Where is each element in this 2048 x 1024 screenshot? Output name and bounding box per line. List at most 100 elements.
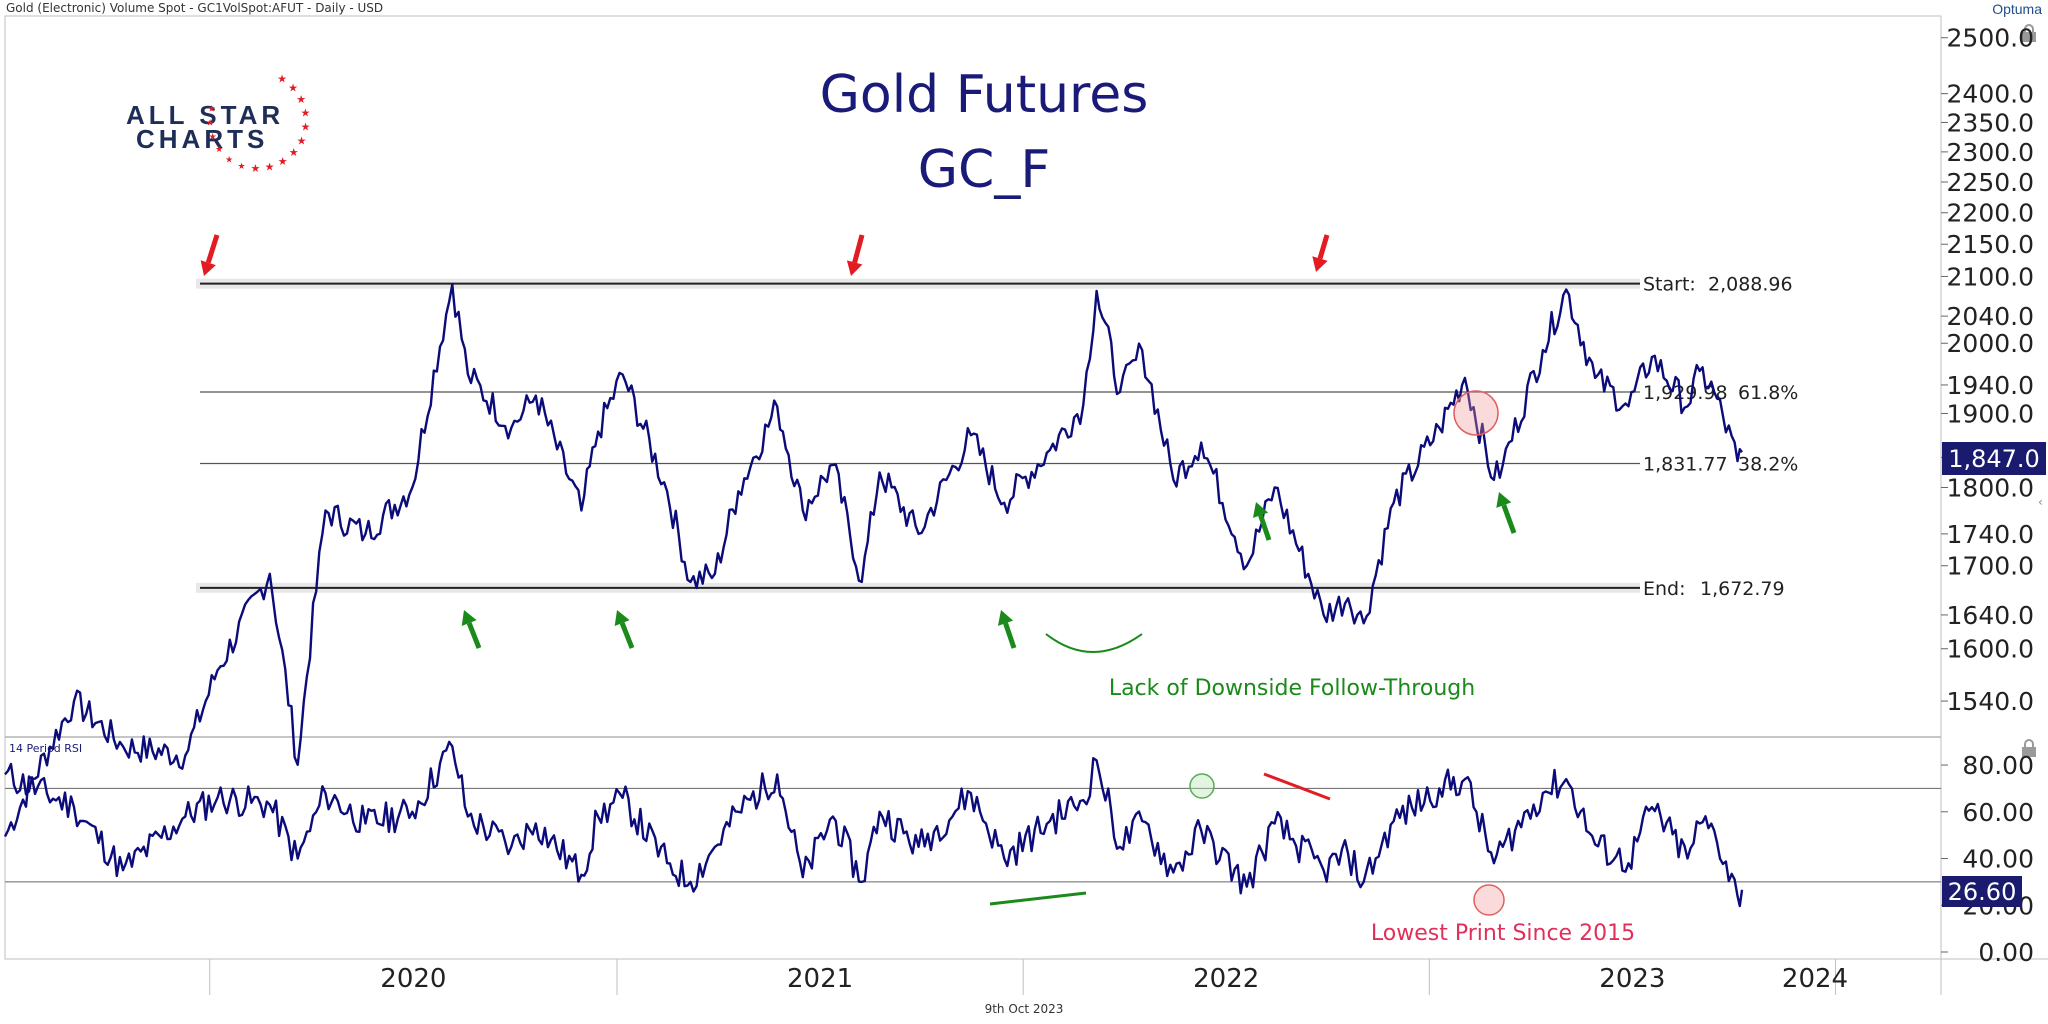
red-arrow-icon-head bbox=[846, 260, 863, 276]
red-arrow-icon bbox=[200, 234, 220, 276]
green-arrow-icon-head bbox=[461, 610, 477, 626]
logo-star-icon: ★ bbox=[206, 119, 214, 129]
price-tick-label: 2200.0 bbox=[1947, 199, 2034, 228]
rsi-series-line bbox=[4, 740, 1744, 908]
red-arrow-icon-head bbox=[200, 260, 216, 276]
logo-star-icon: ★ bbox=[288, 81, 298, 94]
price-tick-label: 2040.0 bbox=[1947, 302, 2034, 331]
green-arrow-icon bbox=[997, 610, 1017, 649]
price-lock-icon[interactable] bbox=[2022, 24, 2036, 42]
rsi-low-circle bbox=[1473, 884, 1505, 916]
fib-level-tag: Start: bbox=[1643, 274, 1696, 296]
red-arrow-icon-shaft bbox=[205, 234, 220, 264]
green-arrow-icon-head bbox=[997, 610, 1014, 626]
rsi-tick-label: 0.00 bbox=[1978, 938, 2034, 967]
chart-subtitle: GC_F bbox=[918, 140, 1051, 200]
green-arrow-icon-shaft bbox=[619, 622, 635, 649]
green-arrow-icon-shaft bbox=[1003, 622, 1017, 649]
rsi-last-value: 26.60 bbox=[1948, 878, 2017, 906]
year-label: 2020 bbox=[380, 964, 446, 994]
rsi-panel-label: 14 Period RSI bbox=[9, 742, 82, 755]
price-tick-label: 1740.0 bbox=[1947, 520, 2034, 549]
fib-level-value: 2,088.96 bbox=[1708, 274, 1793, 296]
green-arrow-icon bbox=[1496, 492, 1517, 534]
price-last-value: 1,847.0 bbox=[1948, 445, 2040, 473]
fib-level-value: 1,831.77 bbox=[1643, 454, 1728, 476]
chart-header-title: Gold (Electronic) Volume Spot - GC1VolSp… bbox=[6, 1, 384, 15]
year-label: 2021 bbox=[787, 964, 853, 994]
red-arrow-icon bbox=[846, 234, 865, 276]
price-tick-label: 2250.0 bbox=[1947, 168, 2034, 197]
logo-star-icon: ★ bbox=[225, 155, 233, 165]
price-tick-label: 1900.0 bbox=[1947, 399, 2034, 428]
logo-star-icon: ★ bbox=[209, 133, 217, 143]
rsi-annotation: Lowest Print Since 2015 bbox=[1371, 921, 1635, 946]
logo-line1: ALL STAR bbox=[126, 100, 284, 130]
price-tick-label: 2300.0 bbox=[1947, 138, 2034, 167]
green-arrow-icon-shaft bbox=[466, 622, 482, 649]
green-arrow-icon-shaft bbox=[1501, 504, 1517, 534]
year-label: 2024 bbox=[1782, 964, 1848, 994]
price-tick-label: 2150.0 bbox=[1947, 230, 2034, 259]
rsi-divergence-line bbox=[989, 891, 1087, 906]
green-arrow-icon bbox=[614, 610, 635, 649]
logo-star-icon: ★ bbox=[301, 121, 311, 134]
logo-star-icon: ★ bbox=[278, 155, 288, 168]
price-tick-label: 2400.0 bbox=[1947, 80, 2034, 109]
collapse-chevron-icon[interactable]: ‹ bbox=[2038, 495, 2043, 509]
price-tick-label: 1600.0 bbox=[1947, 635, 2034, 664]
price-tick-label: 1940.0 bbox=[1947, 371, 2034, 400]
green-arrow-icon bbox=[1252, 502, 1272, 541]
green-arrow-icon-head bbox=[1496, 492, 1512, 508]
price-tick-label: 2100.0 bbox=[1947, 262, 2034, 291]
price-tick-label: 2500.0 bbox=[1947, 24, 2034, 53]
year-label: 2022 bbox=[1193, 964, 1259, 994]
logo-star-icon: ★ bbox=[251, 162, 261, 175]
price-series-line bbox=[3, 283, 1743, 838]
chart-date-footer: 9th Oct 2023 bbox=[984, 1002, 1064, 1016]
rsi-bearish-line bbox=[1263, 772, 1331, 801]
all-star-charts-logo: ALL STAR CHARTS ★★★★★★★★★★★★★★★★ bbox=[126, 72, 311, 175]
red-arrow-icon-head bbox=[1312, 256, 1328, 272]
red-arrow-icon-shaft bbox=[1317, 234, 1330, 260]
logo-star-icon: ★ bbox=[297, 134, 307, 147]
logo-star-icon: ★ bbox=[277, 72, 287, 85]
optuma-brand: Optuma bbox=[1992, 1, 2042, 17]
red-arrow-icon bbox=[1312, 234, 1330, 272]
green-arrow-icon-shaft bbox=[1258, 514, 1272, 541]
logo-star-icon: ★ bbox=[289, 146, 299, 159]
logo-line2: CHARTS bbox=[136, 124, 268, 154]
green-arrow-icon-head bbox=[614, 610, 630, 626]
fib-level-value: 1,672.79 bbox=[1700, 578, 1785, 600]
logo-star-icon: ★ bbox=[215, 145, 223, 155]
breakdown-circle bbox=[1453, 390, 1499, 436]
rsi-tick-label: 40.00 bbox=[1962, 845, 2034, 874]
green-arrow-icon bbox=[461, 610, 482, 649]
price-tick-label: 1540.0 bbox=[1947, 687, 2034, 716]
price-tick-label: 1640.0 bbox=[1947, 601, 2034, 630]
price-annotation: Lack of Downside Follow-Through bbox=[1109, 676, 1475, 701]
price-tick-label: 1700.0 bbox=[1947, 552, 2034, 581]
price-tick-label: 2000.0 bbox=[1947, 329, 2034, 358]
red-arrow-icon-shaft bbox=[852, 234, 865, 264]
logo-star-icon: ★ bbox=[265, 161, 275, 174]
logo-star-icon: ★ bbox=[238, 162, 246, 172]
price-tick-label: 2350.0 bbox=[1947, 108, 2034, 137]
price-tick-label: 1800.0 bbox=[1947, 473, 2034, 502]
rsi-tick-label: 80.00 bbox=[1962, 751, 2034, 780]
fib-level-tag: End: bbox=[1643, 578, 1686, 600]
rsi-last-value-badge bbox=[1942, 876, 2022, 907]
logo-star-icon: ★ bbox=[296, 93, 306, 106]
chart-title: Gold Futures bbox=[820, 65, 1149, 125]
rsi-tick-label: 60.00 bbox=[1962, 798, 2034, 827]
rsi-lock-icon[interactable] bbox=[2022, 739, 2036, 757]
fib-level-pct: 61.8% bbox=[1738, 382, 1798, 404]
logo-star-icon: ★ bbox=[300, 106, 310, 119]
price-last-value-badge bbox=[1942, 442, 2046, 475]
support-arc bbox=[1045, 633, 1143, 653]
fib-level-pct: 38.2% bbox=[1738, 454, 1798, 476]
green-arrow-icon-head bbox=[1252, 502, 1269, 518]
rsi-overbought-circle bbox=[1189, 773, 1215, 799]
year-label: 2023 bbox=[1599, 964, 1665, 994]
